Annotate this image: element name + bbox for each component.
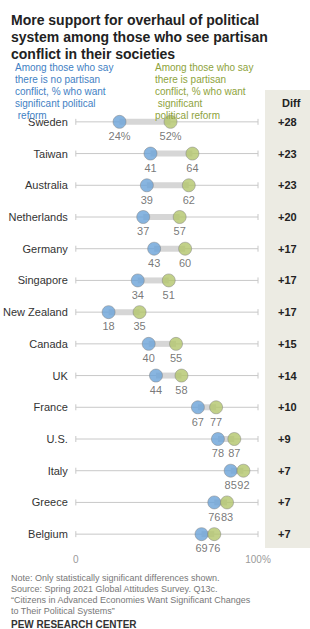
- svg-text:51: 51: [163, 289, 175, 301]
- svg-text:100%: 100%: [245, 554, 271, 565]
- svg-text:43: 43: [148, 257, 160, 269]
- svg-text:52%: 52%: [160, 130, 182, 142]
- svg-text:there is no partisan: there is no partisan: [15, 74, 103, 85]
- svg-text:Belgium: Belgium: [28, 528, 68, 540]
- svg-text:Germany: Germany: [23, 243, 69, 255]
- svg-text:44: 44: [150, 384, 162, 396]
- svg-text:Canada: Canada: [29, 338, 68, 350]
- svg-text:UK: UK: [53, 370, 69, 382]
- svg-text:reform: reform: [15, 110, 47, 121]
- svg-text:58: 58: [175, 384, 187, 396]
- svg-text:+10: +10: [278, 401, 297, 413]
- svg-text:Italy: Italy: [48, 465, 69, 477]
- svg-text:Among those who say: Among those who say: [15, 62, 116, 73]
- svg-text:significant: significant: [155, 98, 205, 109]
- svg-text:+17: +17: [278, 243, 297, 255]
- svg-text:conflict, % who want: conflict, % who want: [155, 86, 246, 97]
- svg-text:34: 34: [132, 289, 144, 301]
- svg-text:+7: +7: [278, 528, 291, 540]
- svg-text:60: 60: [179, 257, 191, 269]
- svg-text:+14: +14: [278, 370, 298, 382]
- svg-text:France: France: [34, 401, 68, 413]
- svg-text:New Zealand: New Zealand: [3, 306, 68, 318]
- svg-text:18: 18: [102, 320, 114, 332]
- svg-text:Taiwan: Taiwan: [34, 148, 68, 160]
- svg-text:64: 64: [186, 162, 198, 174]
- svg-text:+17: +17: [278, 306, 297, 318]
- svg-text:76: 76: [208, 542, 220, 554]
- svg-text:there is partisan: there is partisan: [155, 74, 229, 85]
- svg-text:conflict, % who want: conflict, % who want: [15, 86, 108, 97]
- svg-text:+9: +9: [278, 433, 291, 445]
- svg-text:political reform: political reform: [155, 110, 220, 121]
- svg-text:35: 35: [133, 320, 145, 332]
- svg-text:0: 0: [73, 554, 79, 565]
- svg-text:Note: Only statistically signi: Note: Only statistically significant dif…: [11, 573, 219, 583]
- svg-text:67: 67: [192, 416, 204, 428]
- svg-text:Among those who say: Among those who say: [155, 62, 256, 73]
- svg-text:U.S.: U.S.: [46, 433, 67, 445]
- svg-text:85: 85: [225, 479, 237, 491]
- svg-text:+7: +7: [278, 496, 291, 508]
- svg-text:87: 87: [228, 447, 240, 459]
- svg-text:Greece: Greece: [32, 496, 68, 508]
- svg-text:Diff: Diff: [282, 97, 301, 109]
- svg-text:77: 77: [210, 416, 222, 428]
- svg-text:More support for overhaul of p: More support for overhaul of political: [11, 12, 263, 28]
- svg-text:57: 57: [174, 225, 186, 237]
- svg-text:62: 62: [183, 194, 195, 206]
- svg-text:+7: +7: [278, 465, 291, 477]
- svg-text:78: 78: [212, 447, 224, 459]
- svg-text:Source: Spring 2021 Global Att: Source: Spring 2021 Global Attitudes Sur…: [11, 584, 217, 594]
- svg-text:92: 92: [237, 479, 249, 491]
- svg-text:24%: 24%: [109, 130, 131, 142]
- svg-text:+15: +15: [278, 338, 297, 350]
- svg-text:+23: +23: [278, 148, 297, 160]
- svg-text:40: 40: [143, 352, 155, 364]
- svg-text:Netherlands: Netherlands: [8, 211, 68, 223]
- svg-text:PEW RESEARCH CENTER: PEW RESEARCH CENTER: [11, 619, 137, 629]
- svg-text:+23: +23: [278, 179, 297, 191]
- svg-text:+28: +28: [278, 116, 297, 128]
- svg-text:39: 39: [141, 194, 153, 206]
- svg-text:+17: +17: [278, 274, 297, 286]
- svg-text:83: 83: [221, 511, 233, 523]
- svg-text:55: 55: [170, 352, 182, 364]
- svg-text:Singapore: Singapore: [18, 274, 68, 286]
- svg-text:Sweden: Sweden: [28, 115, 68, 128]
- svg-text:76: 76: [208, 511, 220, 523]
- svg-text:conflict in their societies: conflict in their societies: [11, 46, 175, 62]
- svg-text:to Their Political Systems”: to Their Political Systems”: [11, 606, 115, 616]
- svg-text:+20: +20: [278, 211, 297, 223]
- svg-text:69: 69: [195, 542, 207, 554]
- svg-text:significant political: significant political: [15, 98, 96, 109]
- svg-text:“Citizens in Advanced Economie: “Citizens in Advanced Economies Want Sig…: [11, 595, 253, 605]
- svg-text:Australia: Australia: [25, 179, 69, 191]
- svg-text:37: 37: [137, 225, 149, 237]
- svg-text:system among those who see par: system among those who see partisan: [11, 29, 272, 45]
- svg-text:41: 41: [144, 162, 156, 174]
